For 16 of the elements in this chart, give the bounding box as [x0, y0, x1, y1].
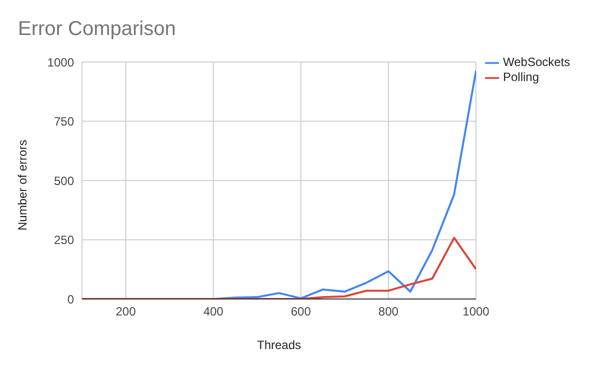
y-tick-label: 250 — [54, 233, 74, 248]
y-tick-label: 0 — [67, 292, 74, 306]
legend-label: WebSockets — [503, 55, 570, 69]
x-tick-label: 600 — [290, 304, 312, 319]
line-series — [82, 236, 476, 299]
y-tick-label: 500 — [54, 174, 74, 188]
x-tick-label: 1000 — [462, 304, 490, 319]
legend-label: Polling — [503, 70, 540, 84]
y-axis-title: Number of errors — [15, 140, 30, 230]
y-tick-label: 750 — [54, 114, 74, 129]
x-tick-label: 800 — [378, 304, 399, 319]
x-tick-label: 200 — [116, 304, 136, 319]
x-axis-title: Threads — [256, 338, 302, 352]
y-tick-label: 1000 — [47, 55, 74, 70]
chart-title: Error Comparison — [18, 18, 176, 41]
x-tick-label: 400 — [203, 304, 224, 319]
